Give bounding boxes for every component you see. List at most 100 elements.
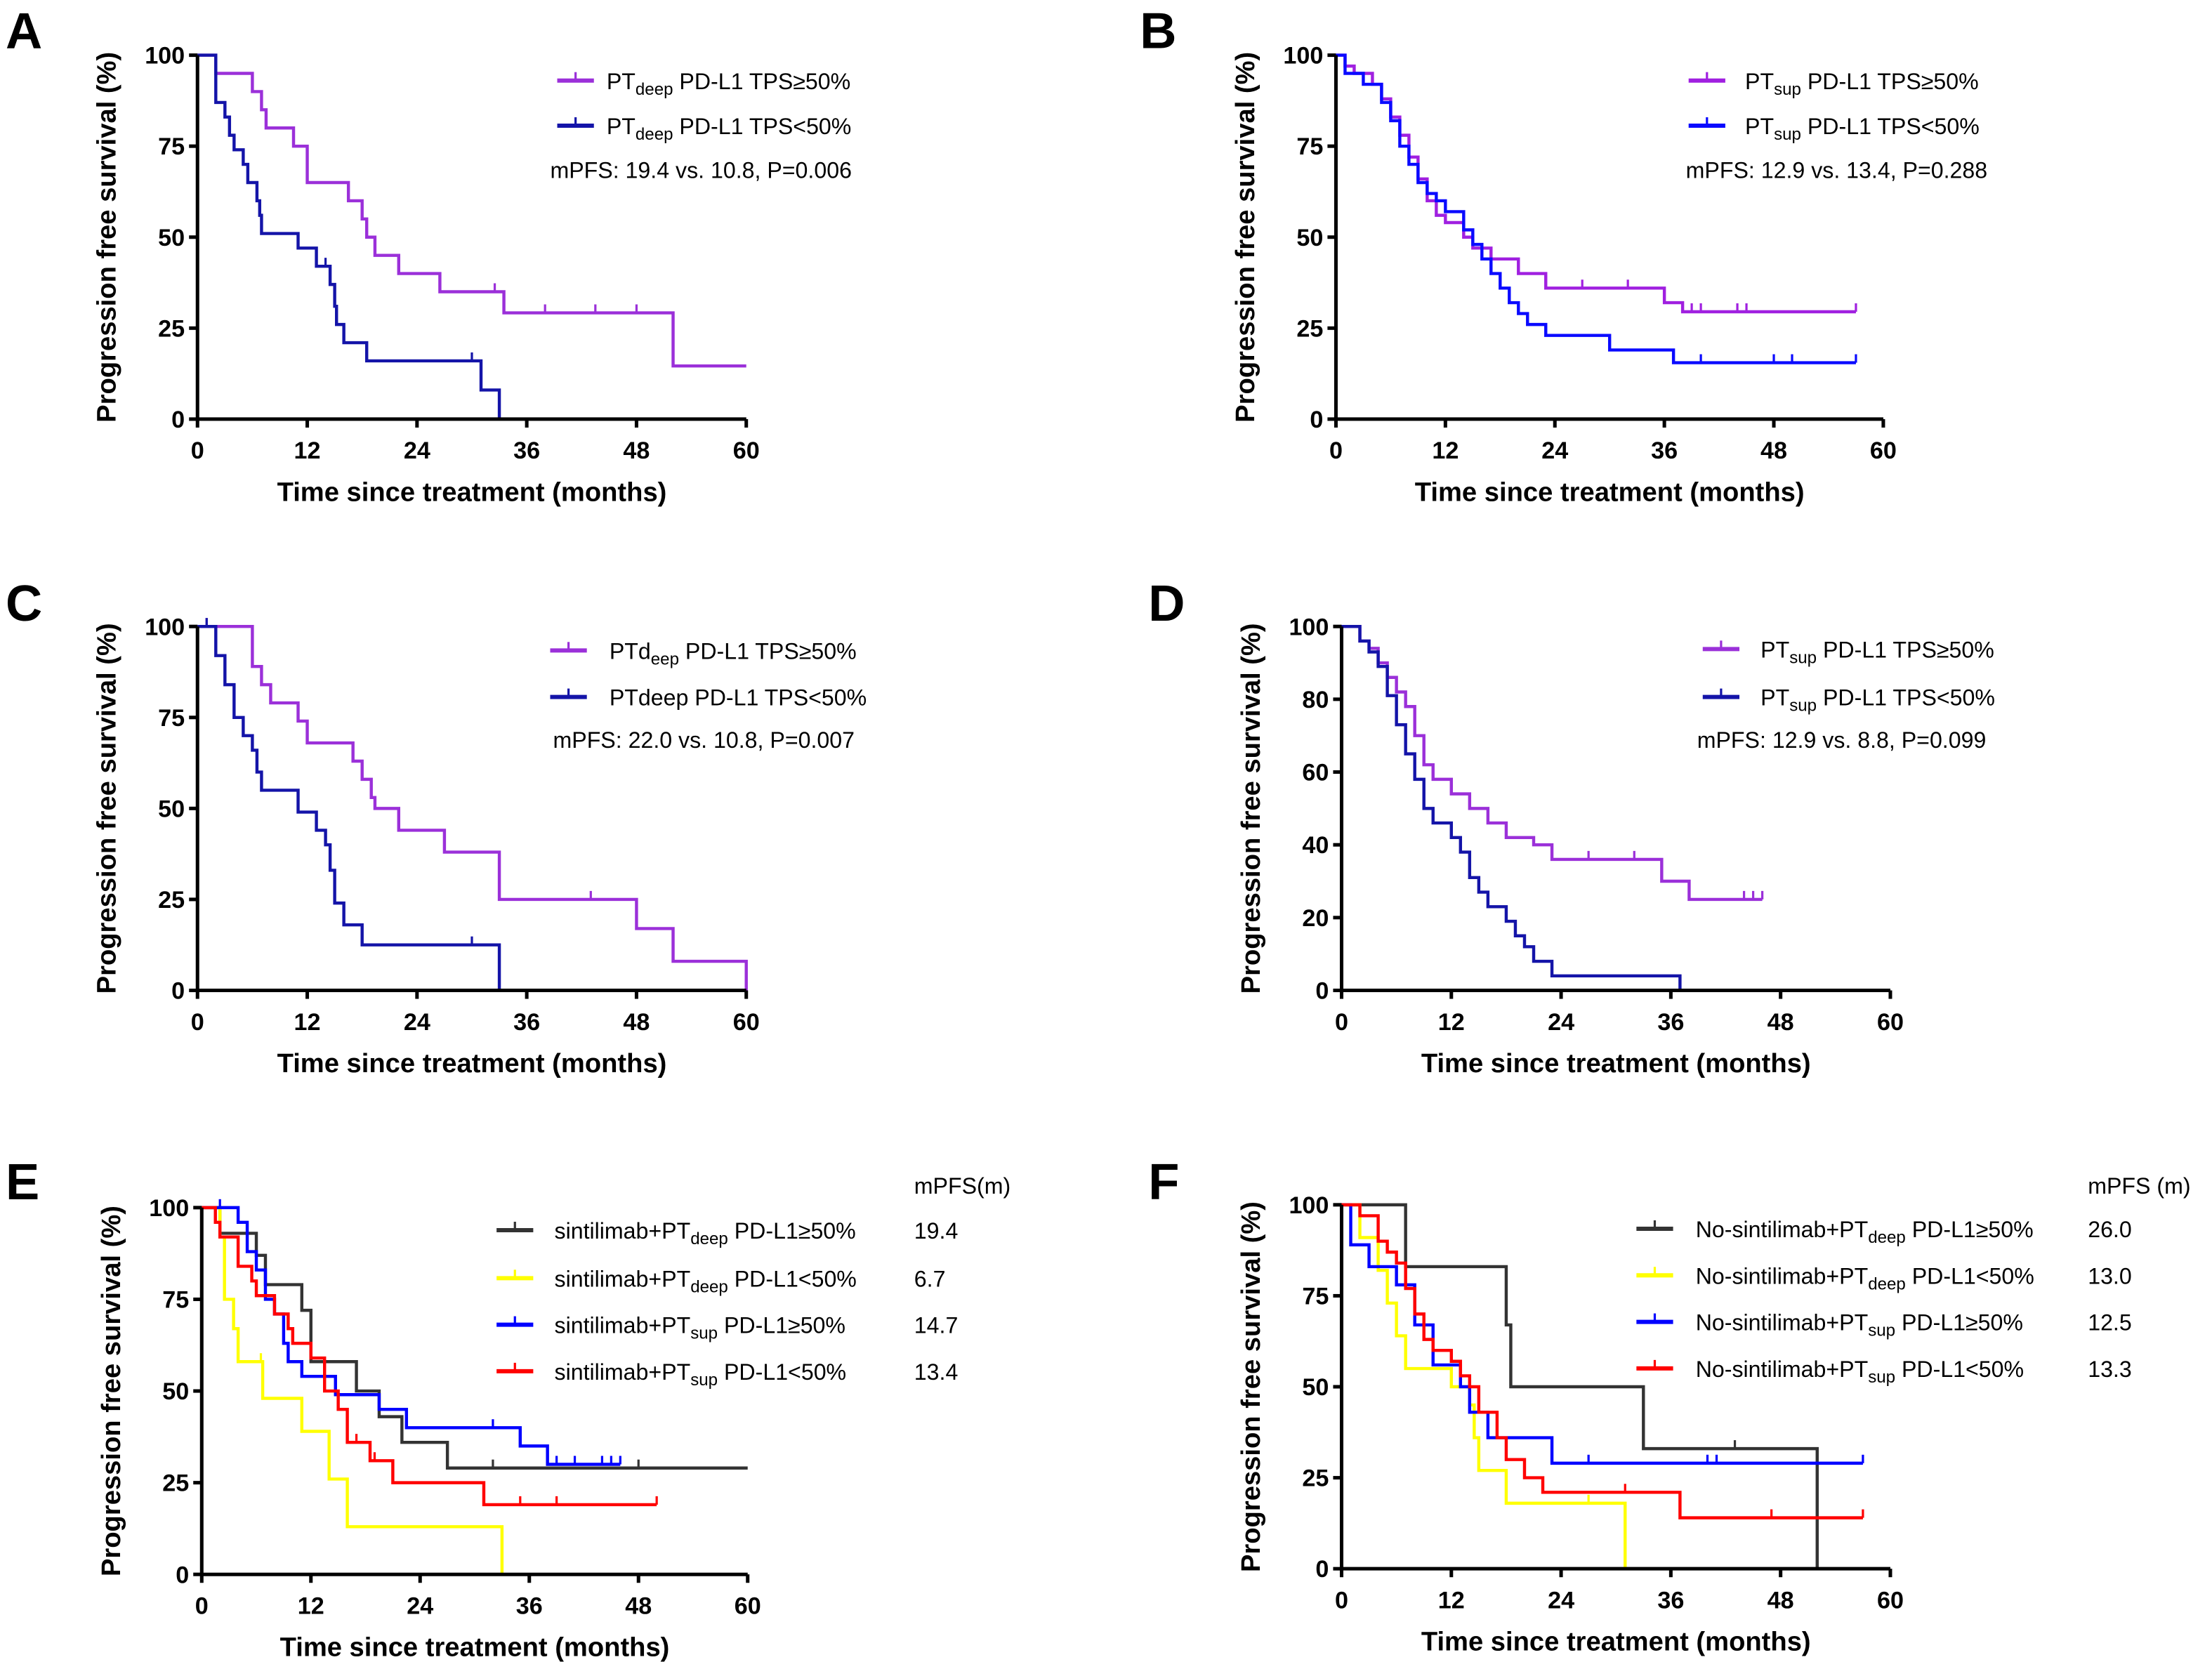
legend-label-rest: PD-L1<50% <box>1895 1357 2024 1382</box>
legend-label-rest: PD-L1 TPS≥50% <box>1817 637 1994 662</box>
x-axis-title: Time since treatment (months) <box>277 477 667 507</box>
x-tick-label: 12 <box>294 437 321 464</box>
x-tick-label: 24 <box>1548 1009 1574 1036</box>
x-tick-label: 60 <box>1877 1009 1904 1036</box>
mpfs-column-header: mPFS(m) <box>914 1173 1010 1199</box>
x-tick-label: 48 <box>623 1009 650 1036</box>
legend-label: PTdeep PD-L1 TPS<50% <box>610 685 867 711</box>
legend-label-sub: sup <box>690 1371 718 1390</box>
y-tick-label: 75 <box>1302 1283 1329 1310</box>
y-tick-label: 75 <box>1296 133 1323 160</box>
survival-curve-2 <box>197 624 501 991</box>
legend-label: PTdeep PD-L1 TPS≥50% <box>610 638 857 668</box>
x-tick-label: 36 <box>513 1009 540 1036</box>
x-tick-label: 60 <box>733 1009 760 1036</box>
y-tick-label: 0 <box>171 978 185 1005</box>
survival-curve-4 <box>202 1206 657 1507</box>
x-axis-title: Time since treatment (months) <box>280 1633 670 1662</box>
x-tick-label: 0 <box>195 1592 209 1619</box>
legend-label: PTsup PD-L1 TPS≥50% <box>1745 69 1979 99</box>
y-tick-label: 25 <box>158 315 185 342</box>
legend-mpfs-value: 13.4 <box>914 1359 959 1385</box>
legend-label: PTsup PD-L1 TPS<50% <box>1745 114 1980 144</box>
legend-label-rest: PD-L1 TPS≥50% <box>679 638 857 664</box>
y-tick-label: 80 <box>1302 687 1329 713</box>
panel-f: F 0 12 24 36 48 60 0 25 50 75 100 Time since treatme… <box>1148 1154 2190 1657</box>
legend-label: sintilimab+PTdeep PD-L1≥50% <box>555 1218 856 1248</box>
mpfs-annotation: mPFS: 12.9 vs. 8.8, P=0.099 <box>1697 727 1987 753</box>
legend-label-sub: deep <box>636 80 673 99</box>
legend-mpfs-value: 26.0 <box>2088 1217 2132 1242</box>
survival-curve-3 <box>202 1206 621 1466</box>
y-axis-title: Progression free survival (%) <box>1236 623 1266 994</box>
y-tick-label: 100 <box>149 1195 189 1222</box>
legend-label: PTdeep PD-L1 TPS≥50% <box>607 69 850 99</box>
legend-label-rest: PD-L1<50% <box>1906 1263 2034 1288</box>
legend-label-sub: sup <box>1868 1368 1895 1387</box>
panel-b: B 0 12 24 36 48 60 0 25 50 75 100 Time since treatme… <box>1140 4 1987 508</box>
y-tick-label: 40 <box>1302 832 1329 859</box>
legend-mpfs-value: 13.0 <box>2088 1263 2132 1288</box>
legend-label-sub: deep <box>690 1229 728 1248</box>
survival-curve-2 <box>1336 53 1856 364</box>
legend-mpfs-value: 13.3 <box>2088 1357 2132 1382</box>
legend-label: No-sintilimab+PTdeep PD-L1≥50% <box>1696 1217 2034 1247</box>
legend-label-rest: PD-L1 TPS≥50% <box>1801 69 1979 94</box>
y-tick-label: 75 <box>158 133 185 160</box>
legend-label-main: sintilimab+PT <box>555 1266 691 1291</box>
panel-e: E 0 12 24 36 48 60 0 25 50 75 100 Time since treatme… <box>6 1154 1010 1662</box>
y-axis-title: Progression free survival (%) <box>92 623 122 994</box>
y-tick-label: 20 <box>1302 905 1329 932</box>
legend-label: No-sintilimab+PTsup PD-L1≥50% <box>1696 1310 2023 1340</box>
legend-label-rest: PD-L1<50% <box>728 1266 857 1291</box>
legend-label-sub: deep <box>636 125 673 144</box>
legend-label: PTsup PD-L1 TPS≥50% <box>1760 637 1994 667</box>
x-tick-label: 48 <box>1767 1587 1794 1614</box>
panel-c: C 0 12 24 36 48 60 0 25 50 75 100 Time since treatme… <box>6 576 867 1079</box>
y-tick-label: 25 <box>162 1470 189 1497</box>
y-tick-label: 0 <box>1315 1556 1329 1583</box>
legend-label-sub: deep <box>1868 1228 1906 1247</box>
x-axis-title: Time since treatment (months) <box>1415 477 1805 507</box>
panel-d: D 0 12 24 36 48 60 0 20 40 60 80 100 Time since treat… <box>1148 576 1995 1079</box>
x-tick-label: 36 <box>1657 1587 1684 1614</box>
y-axis-title: Progression free survival (%) <box>1236 1201 1266 1572</box>
y-tick-label: 75 <box>158 705 185 732</box>
x-tick-label: 12 <box>294 1009 321 1036</box>
y-tick-label: 50 <box>162 1378 189 1405</box>
x-tick-label: 24 <box>404 1009 430 1036</box>
x-tick-label: 12 <box>1438 1587 1465 1614</box>
legend-label: No-sintilimab+PTsup PD-L1<50% <box>1696 1357 2024 1387</box>
panel-letter: F <box>1148 1154 1179 1211</box>
legend-label-sub: deep <box>1868 1274 1906 1293</box>
legend-label-sub: deep <box>690 1277 728 1296</box>
survival-curve-1 <box>202 1206 748 1470</box>
y-tick-label: 0 <box>1310 407 1323 433</box>
legend-label-sub: sup <box>1774 80 1801 99</box>
legend-label-rest: PD-L1 TPS<50% <box>1817 685 1995 711</box>
x-tick-label: 12 <box>298 1592 324 1619</box>
x-tick-label: 24 <box>404 437 430 464</box>
y-tick-label: 50 <box>158 796 185 822</box>
x-tick-label: 0 <box>1329 437 1343 464</box>
legend-label: sintilimab+PTdeep PD-L1<50% <box>555 1266 857 1296</box>
survival-curve-1 <box>197 624 748 991</box>
y-axis-title: Progression free survival (%) <box>1230 52 1260 423</box>
y-tick-label: 25 <box>1302 1465 1329 1492</box>
legend-label-main: No-sintilimab+PT <box>1696 1357 1868 1382</box>
legend-label-main: PTdeep PD-L1 TPS<50% <box>610 685 867 711</box>
legend-label-main: No-sintilimab+PT <box>1696 1217 1868 1242</box>
legend-label-rest: PD-L1 TPS<50% <box>1801 114 1980 139</box>
y-tick-label: 75 <box>162 1287 189 1314</box>
legend-label-main: PT <box>1745 114 1774 139</box>
survival-curve-2 <box>197 53 501 419</box>
legend-label-main: PT <box>1760 685 1789 711</box>
survival-curve-2 <box>1341 624 1682 991</box>
legend-label-rest: PD-L1≥50% <box>1895 1310 2023 1335</box>
legend-label-main: sintilimab+PT <box>555 1313 691 1338</box>
x-tick-label: 48 <box>1760 437 1787 464</box>
x-tick-label: 60 <box>1870 437 1897 464</box>
legend-label-main: PT <box>607 69 636 94</box>
panel-letter: B <box>1140 4 1176 60</box>
legend-label: No-sintilimab+PTdeep PD-L1<50% <box>1696 1263 2034 1293</box>
